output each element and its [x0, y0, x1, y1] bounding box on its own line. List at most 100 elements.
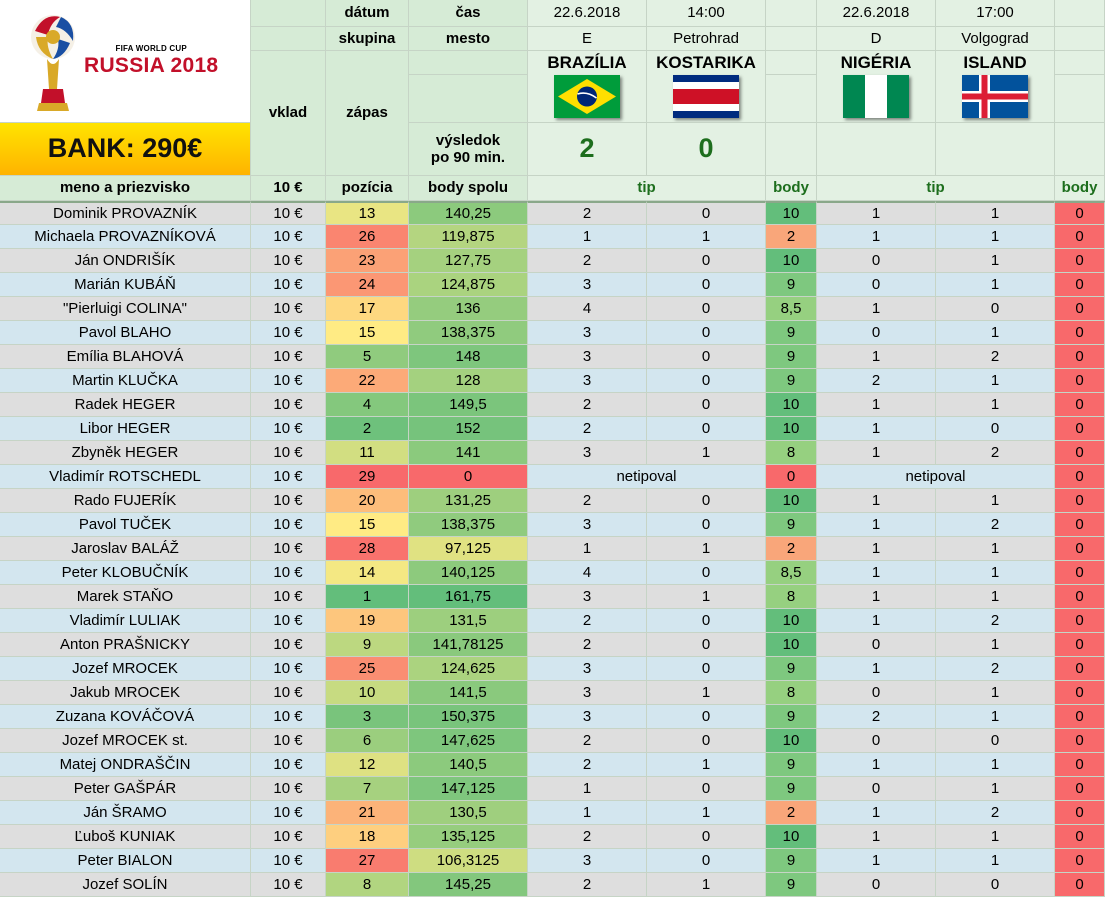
- player-name: Jakub MROCEK: [0, 681, 251, 705]
- tip-value: 1: [871, 563, 881, 581]
- tip-value: 0: [701, 347, 711, 365]
- tip-away-2: 1: [936, 705, 1055, 729]
- player-position: 13: [326, 201, 409, 225]
- points-value: 8: [786, 683, 796, 701]
- tip-value: 1: [990, 323, 1000, 341]
- col-meno: meno a priezvisko: [0, 176, 251, 201]
- total-text: 148: [455, 347, 481, 365]
- tip-value: 0: [701, 779, 711, 797]
- tip-value: 1: [582, 779, 592, 797]
- tip-away-1: 1: [647, 801, 766, 825]
- points-value: 9: [786, 515, 796, 533]
- player-name-text: Martin KLUČKA: [72, 371, 178, 389]
- tip-value: 0: [871, 875, 881, 893]
- player-name-text: Ľuboš KUNIAK: [74, 827, 176, 845]
- player-name: Jozef MROCEK st.: [0, 729, 251, 753]
- position-text: 10: [358, 683, 376, 701]
- points-match-2: 0: [1055, 801, 1105, 825]
- points-match-2: 0: [1055, 873, 1105, 897]
- tip-value: 3: [582, 323, 592, 341]
- player-position: 2: [326, 417, 409, 441]
- tip-value: 0: [701, 323, 711, 341]
- col-tip-1: tip: [528, 176, 766, 201]
- tip-value: 2: [990, 443, 1000, 461]
- player-name-text: Peter GAŠPÁR: [73, 779, 177, 797]
- points-value: 9: [786, 779, 796, 797]
- player-stake: 10 €: [251, 249, 326, 273]
- tip-value: 2: [582, 611, 592, 629]
- tip-value: 3: [582, 371, 592, 389]
- body-label: body: [773, 179, 809, 197]
- player-stake: 10 €: [251, 513, 326, 537]
- match-1-home-team: NIGÉRIA: [817, 51, 936, 123]
- tip-value: 3: [582, 275, 592, 293]
- tip-value: 1: [990, 395, 1000, 413]
- tip-value: 1: [701, 755, 711, 773]
- player-position: 3: [326, 705, 409, 729]
- points-value: 9: [786, 659, 796, 677]
- player-name-text: "Pierluigi COLINA": [62, 299, 188, 317]
- match-0-blank-e: [766, 123, 817, 176]
- player-total: 131,25: [409, 489, 528, 513]
- match-date: 22.6.2018: [553, 4, 621, 22]
- match-city: Petrohrad: [673, 29, 739, 47]
- points-match-2: 0: [1055, 657, 1105, 681]
- tip-value: 1: [990, 491, 1000, 509]
- stake-text: 10 €: [273, 491, 303, 509]
- logo: FIFA WORLD CUP RUSSIA 2018: [0, 0, 251, 123]
- position-text: 12: [358, 755, 376, 773]
- tip-away-2: 1: [936, 249, 1055, 273]
- tip-away-1: 0: [647, 513, 766, 537]
- player-position: 19: [326, 609, 409, 633]
- tip-label: tip: [637, 179, 656, 197]
- player-name-text: Libor HEGER: [79, 419, 171, 437]
- tip-away-2: 1: [936, 753, 1055, 777]
- tip-value: 1: [871, 515, 881, 533]
- tip-home-1: 2: [528, 489, 647, 513]
- tip-value: 0: [701, 251, 711, 269]
- total-text: 149,5: [449, 395, 487, 413]
- tip-home-1: 2: [528, 249, 647, 273]
- position-text: 6: [362, 731, 372, 749]
- header-zapas: zápas: [326, 51, 409, 176]
- points-match-1: 9: [766, 657, 817, 681]
- match-1-blank-a: [1055, 0, 1105, 27]
- match-1-city: Volgograd: [936, 27, 1055, 51]
- tip-home-2: 0: [817, 633, 936, 657]
- stake-text: 10 €: [273, 779, 303, 797]
- points-match-2: 0: [1055, 321, 1105, 345]
- player-stake: 10 €: [251, 873, 326, 897]
- tip-value: 1: [582, 803, 592, 821]
- position-text: 25: [358, 659, 376, 677]
- match-0-date: 22.6.2018: [528, 0, 647, 27]
- player-position: 11: [326, 441, 409, 465]
- match-1-away-score: [936, 123, 1055, 176]
- points-value: 10: [782, 419, 800, 437]
- match-1-group: D: [817, 27, 936, 51]
- player-name-text: Jozef MROCEK: [72, 659, 178, 677]
- points-match-2: 0: [1055, 249, 1105, 273]
- tip-away-1: 0: [647, 849, 766, 873]
- player-stake: 10 €: [251, 489, 326, 513]
- tip-value: 0: [701, 563, 711, 581]
- tip-away-1: 0: [647, 825, 766, 849]
- tip-away-1: 0: [647, 369, 766, 393]
- header-blank-1: [251, 0, 326, 27]
- player-name-text: Matej ONDRAŠČIN: [59, 755, 191, 773]
- player-name-text: Ján ŠRAMO: [83, 803, 167, 821]
- player-name: Zuzana KOVÁČOVÁ: [0, 705, 251, 729]
- tip-value: 0: [701, 419, 711, 437]
- tip-value: 1: [990, 539, 1000, 557]
- tip-home-1: 2: [528, 729, 647, 753]
- points-value: 0: [1075, 755, 1084, 773]
- points-match-2: 0: [1055, 513, 1105, 537]
- tip-value: 2: [582, 395, 592, 413]
- player-name-text: Peter KLOBUČNÍK: [61, 563, 189, 581]
- tip-away-1: 0: [647, 561, 766, 585]
- header-cas: čas: [409, 0, 528, 27]
- stake-text: 10 €: [273, 707, 303, 725]
- points-value: 8,5: [780, 563, 802, 581]
- stake-text: 10 €: [273, 323, 303, 341]
- tip-value: 4: [582, 563, 592, 581]
- tip-home-1: 3: [528, 705, 647, 729]
